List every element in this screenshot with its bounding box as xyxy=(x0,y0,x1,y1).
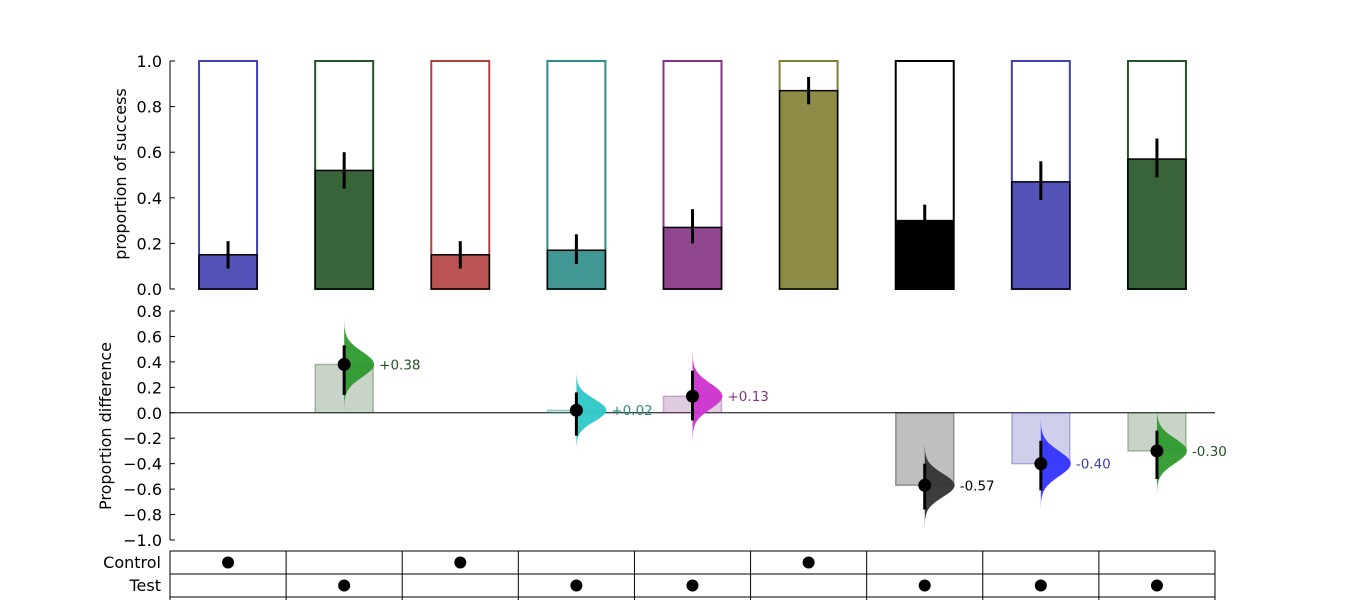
table-mark-control xyxy=(222,556,235,569)
bar xyxy=(1127,158,1187,290)
mid-y-tick-label: −0.6 xyxy=(123,480,162,499)
proportion-bar-panel: 0.0 0.2 0.4 0.6 0.8 1.0 xyxy=(137,52,1187,299)
mid-y-tick-label: −0.4 xyxy=(123,455,162,474)
distribution-violin xyxy=(924,443,955,528)
bar xyxy=(546,249,607,290)
effect-point xyxy=(1150,444,1164,458)
table-mark-control xyxy=(802,556,815,569)
distribution-violin xyxy=(1156,406,1187,496)
table-row-label-control: Control xyxy=(103,553,161,572)
table-mark-test xyxy=(686,579,699,592)
mid-y-tick-label: 0.6 xyxy=(137,327,162,346)
table-mark-test xyxy=(570,579,583,592)
distribution-violin xyxy=(576,370,607,450)
effect-label: -0.40 xyxy=(1076,457,1111,473)
effect-label: +0.02 xyxy=(611,403,652,419)
top-y-tick-label: 0.8 xyxy=(137,98,162,117)
top-y-tick-label: 0.4 xyxy=(137,189,162,208)
table-mark-control xyxy=(454,556,467,569)
distribution-violin xyxy=(344,318,375,410)
distribution-violin xyxy=(1040,418,1071,510)
bar xyxy=(430,254,491,290)
effect-label: -0.30 xyxy=(1192,444,1227,460)
distribution-violin xyxy=(692,350,723,442)
effect-point xyxy=(569,403,583,417)
effect-label: -0.57 xyxy=(960,478,995,494)
table-mark-test xyxy=(1034,579,1047,592)
effect-point xyxy=(918,478,932,492)
mid-y-tick-label: 0.2 xyxy=(137,378,162,397)
effect-point xyxy=(1034,457,1048,471)
group-table xyxy=(169,550,1216,600)
table-row-label-test: Test xyxy=(128,576,161,595)
effect-label: +0.13 xyxy=(728,389,769,405)
top-y-tick-label: 1.0 xyxy=(137,52,162,71)
bar xyxy=(778,89,839,290)
mid-y-tick-label: −0.8 xyxy=(123,506,162,525)
mid-ylabel: Proportion difference xyxy=(96,342,115,510)
table-mark-test xyxy=(918,579,931,592)
effect-point xyxy=(686,389,699,403)
mid-y-tick-label: 0.0 xyxy=(137,404,162,423)
mid-y-tick-label: −1.0 xyxy=(123,531,162,550)
mid-y-tick-label: −0.2 xyxy=(123,429,162,448)
bar xyxy=(314,169,374,290)
table-mark-test xyxy=(1150,579,1163,592)
effect-label: +0.38 xyxy=(379,357,420,373)
difference-panel: −1.0 −0.8 −0.6 −0.4 −0.2 0.0 0.2 0.4 0.6 0.8 +0.38… xyxy=(123,302,1227,550)
top-y-tick-label: 0.6 xyxy=(137,143,162,162)
mid-y-tick-label: 0.8 xyxy=(137,302,162,321)
top-y-tick-label: 0.2 xyxy=(137,234,162,253)
effect-point xyxy=(337,357,351,371)
top-y-tick-label: 0.0 xyxy=(137,280,162,299)
mid-y-tick-label: 0.4 xyxy=(137,353,162,372)
top-ylabel: proportion of success xyxy=(111,88,130,260)
table-mark-test xyxy=(338,579,351,592)
